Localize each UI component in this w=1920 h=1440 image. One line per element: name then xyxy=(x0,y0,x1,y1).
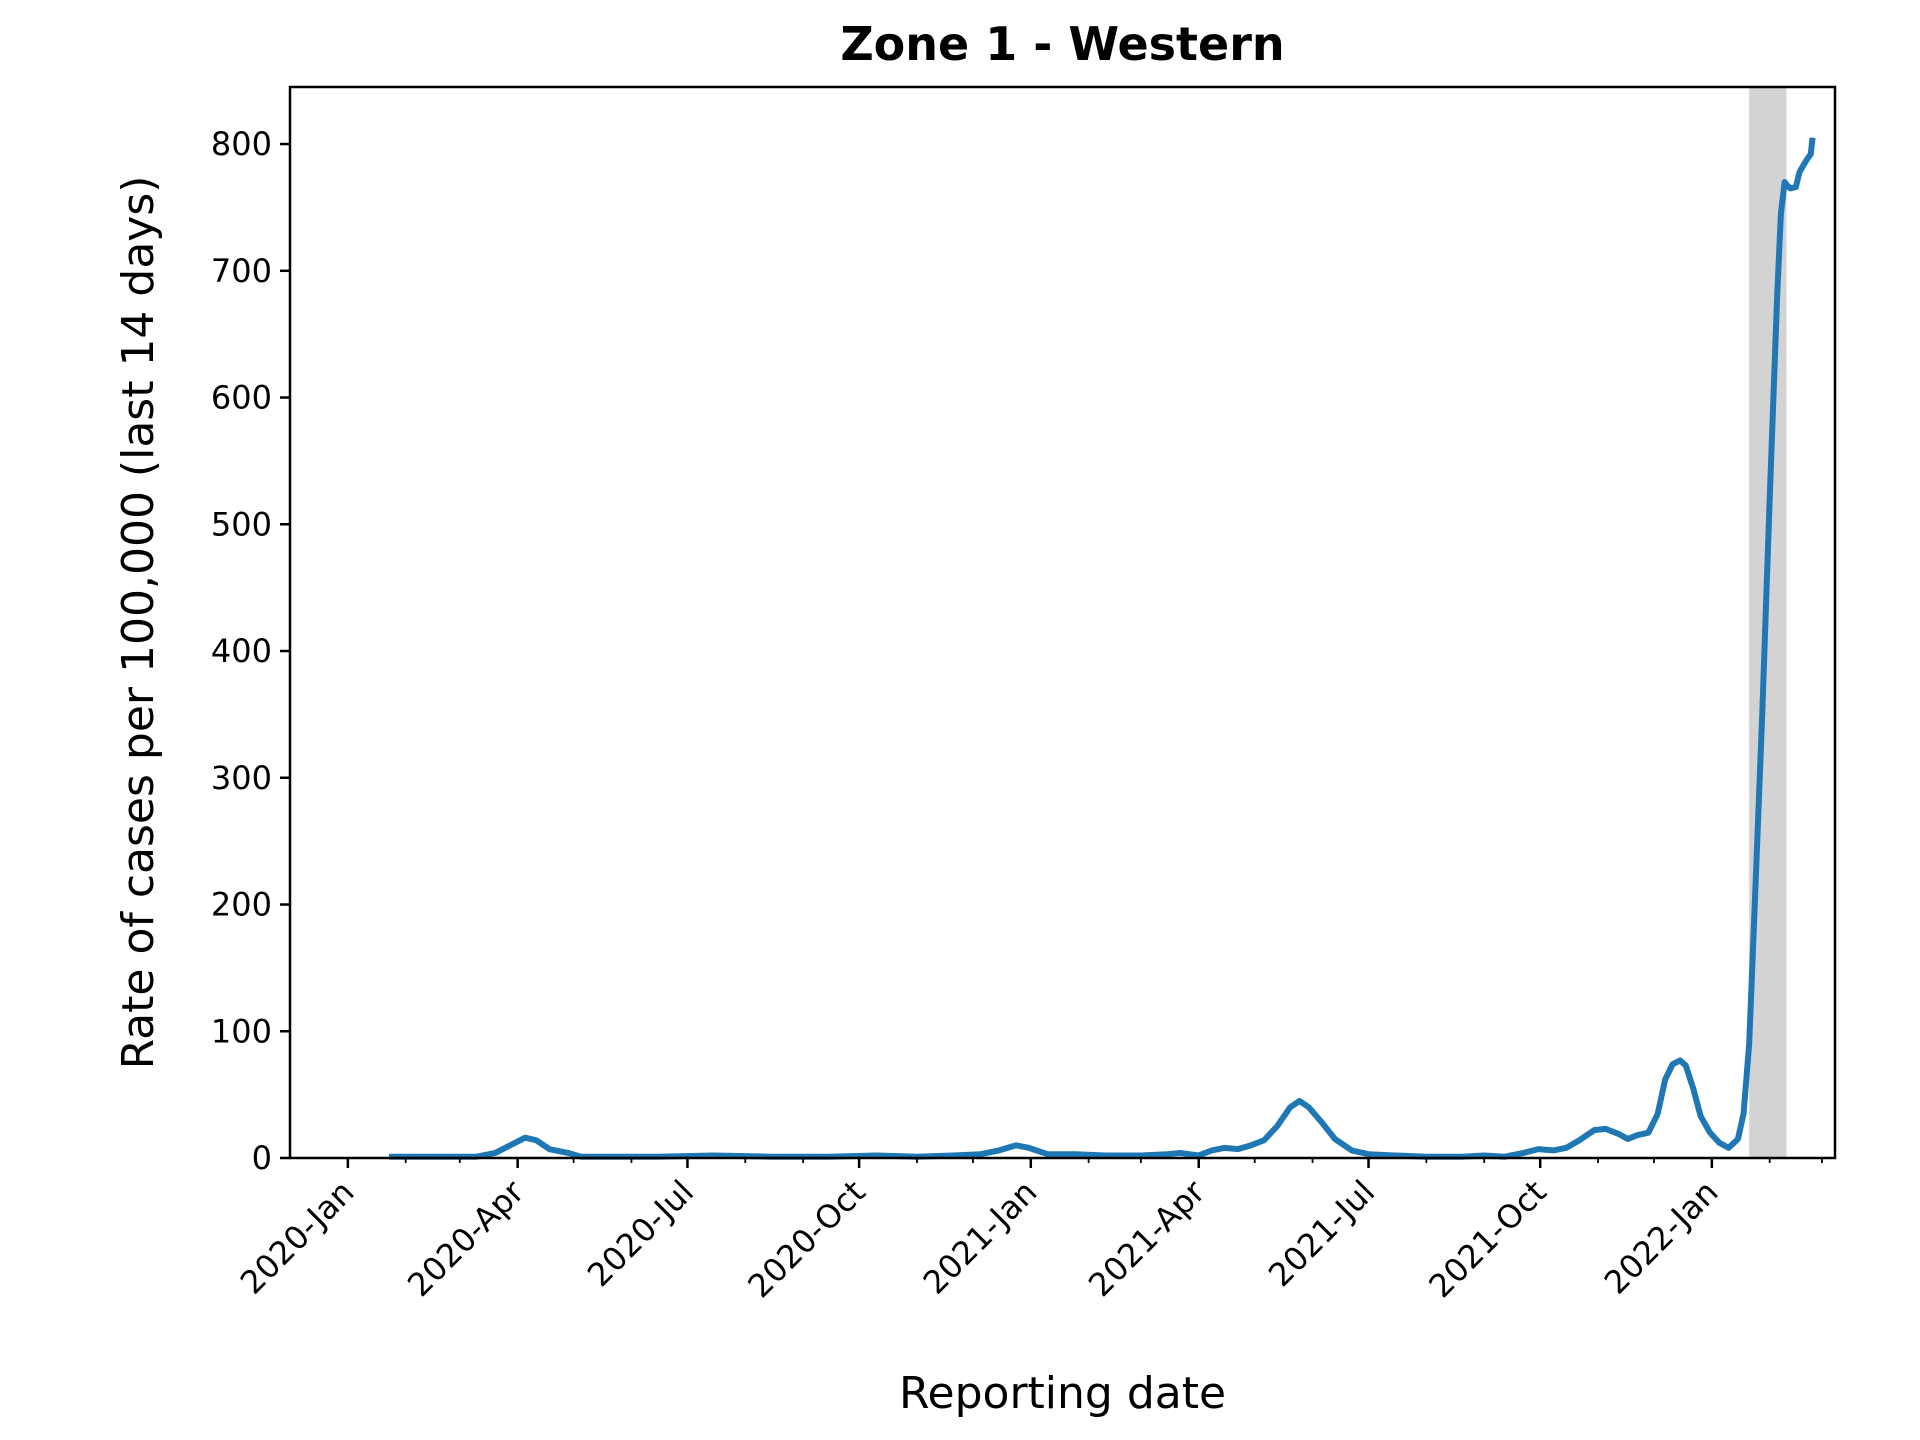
series-layer xyxy=(388,137,1816,1160)
y-axis-title: Rate of cases per 100,000 (last 14 days) xyxy=(113,176,164,1070)
y-tick-label: 200 xyxy=(211,886,272,924)
x-axis-title: Reporting date xyxy=(899,1368,1226,1419)
y-tick-label: 600 xyxy=(211,379,272,417)
series-line-0 xyxy=(388,137,1816,1160)
y-tick-label: 300 xyxy=(211,759,272,797)
y-tick-label: 400 xyxy=(211,632,272,670)
y-tick-label: 800 xyxy=(211,125,272,163)
chart-title: Zone 1 - Western xyxy=(840,17,1284,71)
y-tick-label: 500 xyxy=(211,505,272,543)
y-tick-label: 700 xyxy=(211,252,272,290)
y-tick-label: 0 xyxy=(252,1139,272,1177)
y-tick-label: 100 xyxy=(211,1012,272,1050)
y-axis: 0 100 200 300 400 500 600 700 800 xyxy=(211,125,290,1177)
plot-frame xyxy=(288,85,1837,1160)
